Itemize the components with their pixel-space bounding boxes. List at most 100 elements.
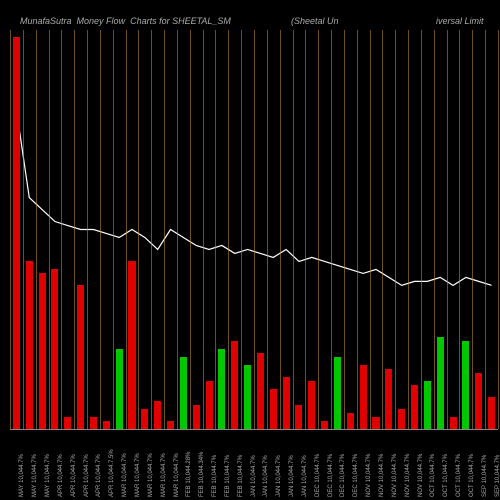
gridline (100, 30, 101, 429)
gridline (23, 30, 24, 429)
gridline (61, 30, 62, 429)
x-label: APR 10,044.7% (58, 454, 64, 497)
gridline (138, 30, 139, 429)
x-label: FEB 10,044.28% (186, 452, 192, 497)
gridline (370, 30, 371, 429)
volume-bar (103, 421, 110, 429)
volume-bar (385, 369, 392, 429)
gridline (357, 30, 358, 429)
volume-bar (141, 409, 148, 429)
volume-bar (13, 37, 20, 429)
gridline (395, 30, 396, 429)
x-axis-labels: MAY 10,044.7% MAY 10,044.7% MAY 10,044.7% A… (10, 432, 498, 500)
volume-bar (334, 357, 341, 429)
x-label: JAN 10,044.7% (263, 455, 269, 497)
x-label: MAR 10,044.7% (174, 453, 180, 497)
x-label: NOV 10,044.7% (392, 454, 398, 497)
x-label: MAR 10,044.7% (148, 453, 154, 497)
x-label: FEB 10,044.7% (212, 455, 218, 497)
gridline (344, 30, 345, 429)
gridline (280, 30, 281, 429)
volume-bar (450, 417, 457, 429)
volume-bar (424, 381, 431, 429)
gridline (164, 30, 165, 429)
volume-bar (360, 365, 367, 429)
volume-bar (257, 353, 264, 429)
x-label: MAY 10,044.7% (32, 454, 38, 497)
gridline (74, 30, 75, 429)
x-label: NOV 10,044.7% (405, 454, 411, 497)
x-label: JAN 10,044.7% (251, 455, 257, 497)
gridline (434, 30, 435, 429)
gridline (87, 30, 88, 429)
gridline (305, 30, 306, 429)
gridline (203, 30, 204, 429)
gridline (190, 30, 191, 429)
volume-bar (218, 349, 225, 429)
x-label: MAY 10,044.7% (19, 454, 25, 497)
gridline (177, 30, 178, 429)
x-label: NOV 10,044.7% (379, 454, 385, 497)
gridline (408, 30, 409, 429)
gridline (485, 30, 486, 429)
plot-area (10, 30, 498, 430)
gridline (36, 30, 37, 429)
volume-bar (193, 405, 200, 429)
title-segment-mid: (Sheetal Un (291, 16, 339, 26)
volume-bar (26, 261, 33, 429)
volume-bar (411, 385, 418, 429)
x-label: DEC 10,044.7% (315, 454, 321, 497)
volume-bar (180, 357, 187, 429)
x-label: MAR 10,044.7% (161, 453, 167, 497)
volume-bar (295, 405, 302, 429)
x-label: DEC 10,044.7% (328, 454, 334, 497)
x-label: OCT 10,044.7% (443, 454, 449, 497)
gridline (228, 30, 229, 429)
x-label: MAR 10,044.7% (122, 453, 128, 497)
volume-bar (64, 417, 71, 429)
volume-bar (398, 409, 405, 429)
title-segment-left: MunafaSutra Money Flow Charts for SHEETA… (20, 16, 231, 26)
x-label: MAY 10,044.7% (45, 454, 51, 497)
volume-bar (283, 377, 290, 429)
gridline (254, 30, 255, 429)
gridline (215, 30, 216, 429)
gridline (331, 30, 332, 429)
x-label: DEC 10,044.7% (340, 454, 346, 497)
x-label: NOV 10,044.7% (418, 454, 424, 497)
volume-bar (77, 285, 84, 429)
x-label: OCT 10,044.7% (456, 454, 462, 497)
x-label: MAR 10,044.7% (135, 453, 141, 497)
gridline (472, 30, 473, 429)
volume-bar (167, 421, 174, 429)
x-label: SEP 10,044.7% (482, 455, 488, 497)
gridline (267, 30, 268, 429)
volume-bar (51, 269, 58, 429)
gridline (382, 30, 383, 429)
gridline (498, 30, 499, 429)
gridline (293, 30, 294, 429)
gridline (10, 30, 11, 429)
volume-bar (437, 337, 444, 429)
gridline (241, 30, 242, 429)
x-label: SEP 10,044.7% (495, 455, 500, 497)
x-label: APR 10,044.7% (96, 454, 102, 497)
volume-bar (308, 381, 315, 429)
x-label: OCT 10,044.7% (430, 454, 436, 497)
gridline (151, 30, 152, 429)
volume-bar (39, 273, 46, 429)
x-label: NOV 10,044.7% (366, 454, 372, 497)
x-label: FEB 10,044.34% (199, 452, 205, 497)
x-label: APR 10,044.7.5% (109, 449, 115, 497)
volume-bar (244, 365, 251, 429)
volume-bar (321, 421, 328, 429)
volume-bar (90, 417, 97, 429)
x-label: JAN 10,044.7% (302, 455, 308, 497)
volume-bar (206, 381, 213, 429)
title-segment-right: iversal Limit (436, 16, 484, 26)
volume-bar (231, 341, 238, 429)
x-label: APR 10,044.7% (71, 454, 77, 497)
x-label: OCT 10,044.7% (469, 454, 475, 497)
x-label: DEC 10,044.7% (353, 454, 359, 497)
volume-bar (475, 373, 482, 429)
